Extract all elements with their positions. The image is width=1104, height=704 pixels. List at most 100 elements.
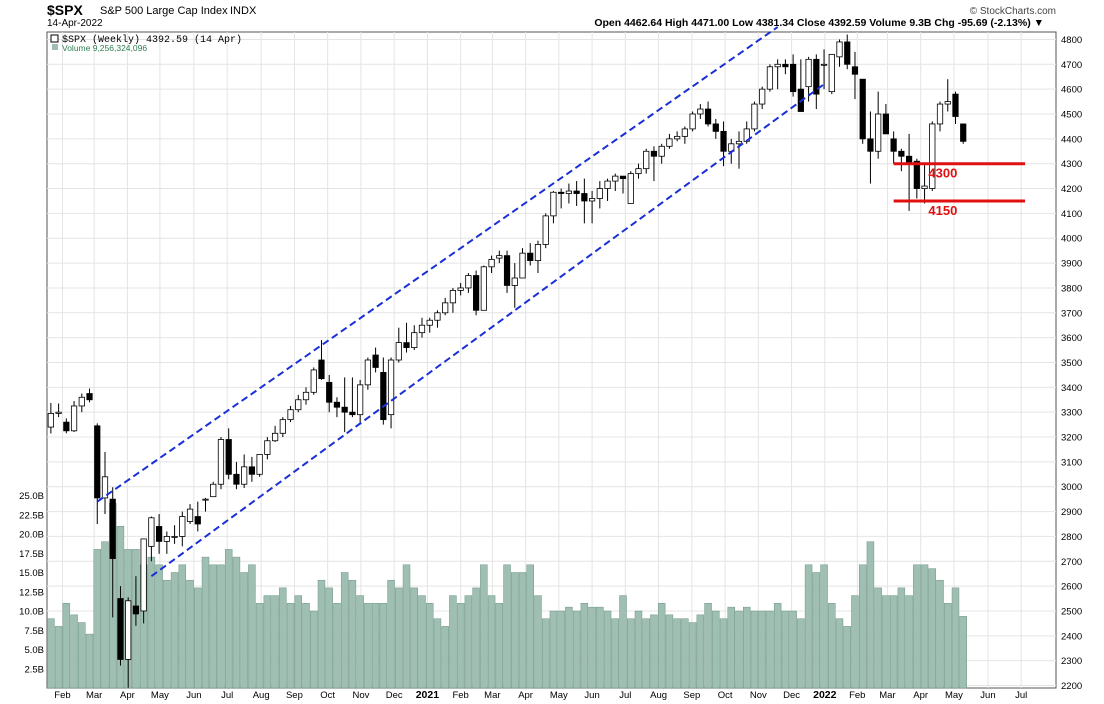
candle-body bbox=[63, 421, 70, 432]
volume-bar bbox=[186, 579, 194, 689]
volume-bar bbox=[255, 603, 264, 689]
price-tick-label: 2700 bbox=[1061, 557, 1082, 568]
chart-exchange: INDX bbox=[230, 5, 257, 17]
price-legend-swatch bbox=[50, 34, 59, 43]
price-tick-label: 4600 bbox=[1061, 85, 1082, 96]
candle-body bbox=[210, 483, 217, 498]
candle-body bbox=[55, 411, 62, 414]
volume-bar bbox=[402, 564, 411, 689]
candle-body bbox=[109, 498, 116, 559]
chart-date: 14-Apr-2022 bbox=[47, 18, 103, 29]
price-tick-label: 4400 bbox=[1061, 134, 1082, 145]
volume-bar bbox=[47, 618, 55, 689]
candle-body bbox=[596, 188, 603, 199]
time-tick-label: Feb bbox=[849, 690, 865, 701]
time-tick-label: May bbox=[945, 690, 963, 701]
volume-bar bbox=[681, 618, 689, 689]
candle-body bbox=[550, 191, 557, 217]
time-tick-label: Jul bbox=[619, 690, 631, 701]
candle-body bbox=[697, 108, 704, 115]
candle-body bbox=[898, 150, 905, 157]
volume-tick-label: 17.5B bbox=[19, 549, 44, 560]
price-tick-label: 3800 bbox=[1061, 283, 1082, 294]
candle-body bbox=[287, 409, 294, 421]
volume-bar bbox=[920, 564, 929, 689]
volume-bar bbox=[835, 618, 844, 689]
volume-bar bbox=[758, 610, 766, 689]
candle-body bbox=[349, 411, 356, 416]
candle-body bbox=[851, 66, 859, 75]
candle-body bbox=[318, 359, 325, 380]
candle-body bbox=[875, 113, 882, 152]
candle-body bbox=[449, 290, 457, 304]
volume-bar bbox=[588, 606, 596, 689]
price-tick-label: 2400 bbox=[1061, 631, 1082, 642]
volume-bar bbox=[828, 603, 836, 689]
candle-body bbox=[790, 63, 797, 93]
candle-body bbox=[759, 88, 766, 105]
candle-body bbox=[720, 130, 727, 152]
volume-tick-label: 20.0B bbox=[19, 530, 44, 541]
candle-body bbox=[341, 406, 348, 413]
price-tick-label: 3200 bbox=[1061, 433, 1082, 444]
volume-bar bbox=[611, 618, 620, 689]
volume-bar bbox=[557, 610, 565, 689]
candle-body bbox=[310, 369, 317, 393]
volume-bar bbox=[580, 603, 589, 689]
chart-brand[interactable]: © StockCharts.com bbox=[970, 6, 1056, 17]
volume-bar bbox=[874, 587, 882, 689]
candle-body bbox=[782, 63, 789, 68]
volume-bar bbox=[944, 603, 952, 689]
channel-line-lower bbox=[150, 83, 825, 577]
volume-bar bbox=[858, 564, 867, 689]
volume-bar bbox=[155, 564, 163, 689]
candle-body bbox=[101, 476, 109, 499]
candle-body bbox=[256, 454, 263, 475]
time-tick-label: Jun bbox=[980, 690, 995, 701]
volume-bar bbox=[518, 572, 527, 689]
price-tick-label: 2300 bbox=[1061, 656, 1082, 667]
candle-body bbox=[488, 258, 495, 268]
candle-body bbox=[643, 150, 650, 170]
candle-body bbox=[225, 439, 232, 475]
price-legend: $SPX (Weekly) 4392.59 (14 Apr) bbox=[62, 34, 242, 46]
candle-body bbox=[650, 150, 658, 157]
time-tick-label: Jul bbox=[1015, 690, 1027, 701]
volume-bar bbox=[627, 618, 635, 689]
candle-body bbox=[674, 135, 681, 140]
candle-body bbox=[295, 399, 302, 411]
volume-axis: 2.5B 5.0B 7.5B 10.0B 12.5B 15.0B 17.5B 20.0B 22.… bbox=[19, 491, 44, 675]
time-tick-label: Aug bbox=[650, 690, 667, 701]
candle-body bbox=[766, 66, 774, 90]
volume-tick-label: 7.5B bbox=[24, 626, 44, 637]
volume-bar bbox=[201, 556, 210, 689]
price-tick-label: 4200 bbox=[1061, 184, 1082, 195]
time-tick-label: May bbox=[151, 690, 169, 701]
candle-body bbox=[179, 516, 186, 537]
volume-bar bbox=[271, 595, 279, 689]
price-tick-label: 3300 bbox=[1061, 408, 1082, 419]
candle-body bbox=[627, 173, 634, 204]
candle-body bbox=[426, 319, 433, 326]
volume-bar bbox=[851, 595, 859, 689]
volume-bar bbox=[750, 610, 759, 689]
volume-bar bbox=[472, 587, 480, 689]
candle-body bbox=[913, 160, 920, 189]
candle-body bbox=[395, 342, 402, 361]
volume-bar bbox=[302, 603, 310, 689]
volume-bar bbox=[70, 614, 78, 689]
time-tick-label: Nov bbox=[352, 690, 369, 701]
volume-bar bbox=[147, 556, 156, 689]
candle-body bbox=[372, 354, 379, 368]
volume-bar bbox=[487, 595, 496, 689]
volume-bar bbox=[418, 595, 426, 689]
trend-channel bbox=[96, 26, 825, 577]
volume-bar bbox=[549, 610, 558, 689]
time-tick-label: Oct bbox=[320, 690, 335, 701]
candle-body bbox=[380, 372, 387, 421]
volume-bar bbox=[804, 564, 813, 689]
volume-bar bbox=[170, 572, 179, 689]
time-tick-label: Feb bbox=[452, 690, 468, 701]
candle-body bbox=[78, 396, 85, 407]
candle-body bbox=[271, 432, 279, 442]
